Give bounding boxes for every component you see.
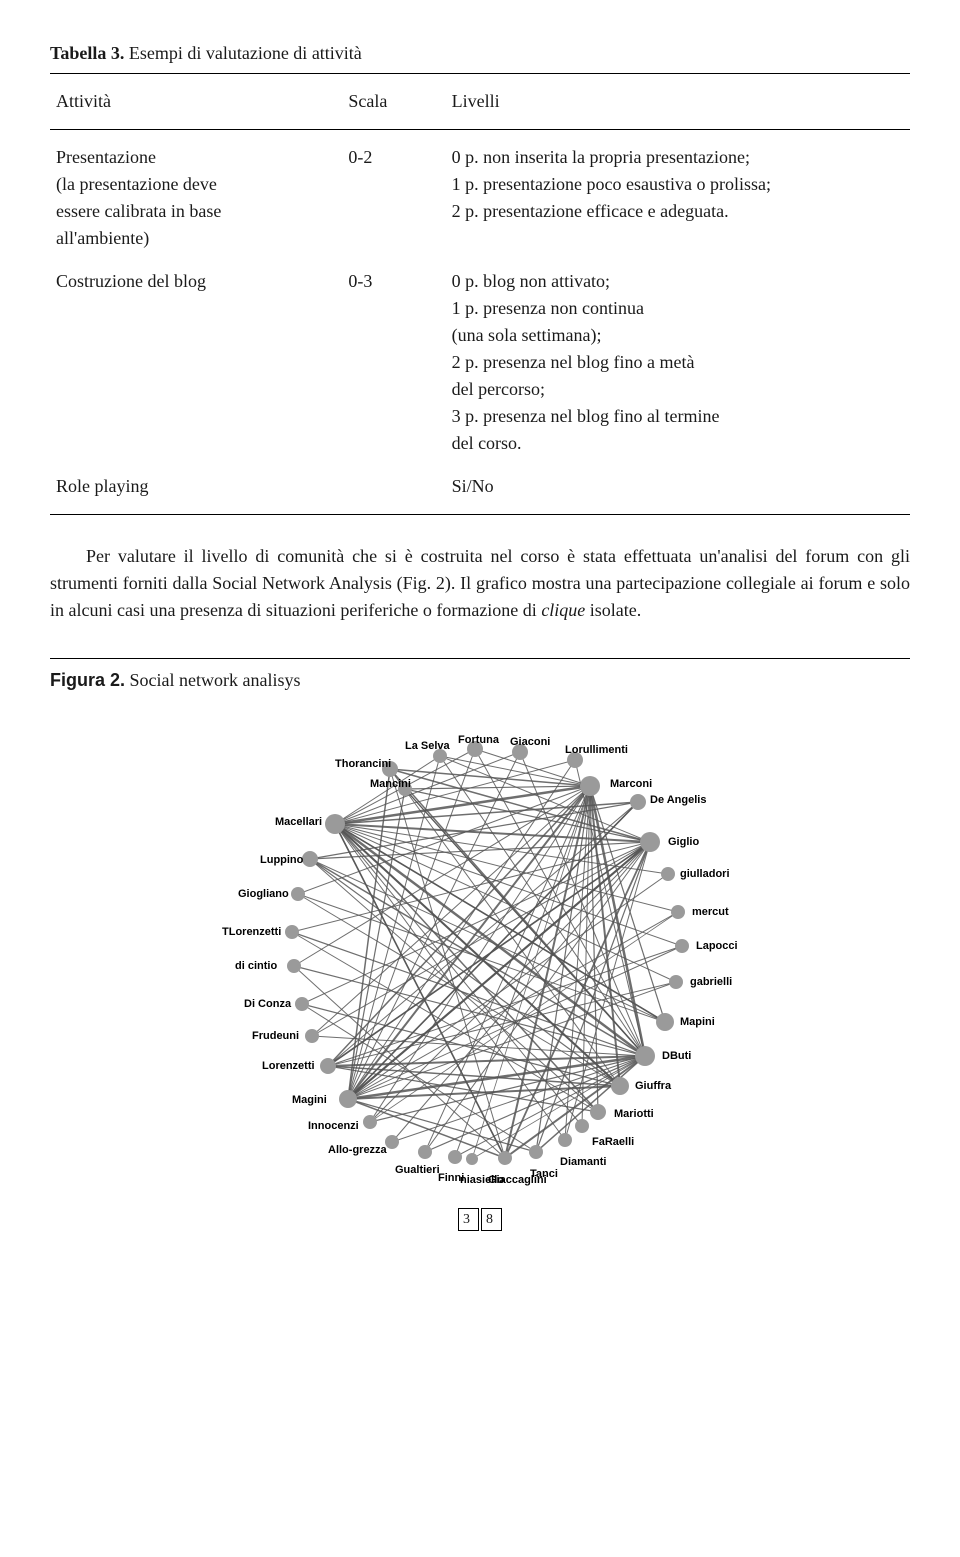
network-node [339, 1090, 357, 1108]
network-node-label: Lapocci [696, 938, 738, 955]
para-text-a: Per valutare il livello di comunità che … [50, 546, 910, 620]
table-desc: Esempi di valutazione di attività [129, 43, 362, 63]
network-node-label: mercut [692, 904, 729, 921]
rule [50, 514, 910, 515]
network-node-label: Mancini [370, 776, 411, 793]
network-node-label: Di Conza [244, 996, 291, 1013]
network-node [580, 776, 600, 796]
network-node-label: Giglio [668, 834, 699, 851]
cell-livelli: 0 p. non inserita la propria presentazio… [446, 136, 910, 260]
network-node-label: DButi [662, 1048, 691, 1065]
network-node-label: Mapini [680, 1014, 715, 1031]
network-node [575, 1119, 589, 1133]
network-node [661, 867, 675, 881]
network-node [611, 1077, 629, 1095]
cell-scala: 0-3 [342, 260, 445, 465]
page-digit: 8 [481, 1208, 502, 1231]
figure-wrap: Fortuna La Selva Giaconi Lorullimenti Thoran… [50, 714, 910, 1174]
network-node-label: Macellari [275, 814, 322, 831]
table-row: Costruzione del blog0-30 p. blog non att… [50, 260, 910, 465]
network-node-label: FaRaelli [592, 1134, 634, 1151]
network-node-label: Lorullimenti [565, 742, 628, 759]
network-node-label: Tanci [530, 1166, 558, 1183]
network-node [635, 1046, 655, 1066]
figure-caption: Figura 2. Social network analisys [50, 658, 910, 694]
network-node [590, 1104, 606, 1120]
figure-label: Figura 2. [50, 670, 125, 690]
network-node-label: Giuffra [635, 1078, 671, 1095]
evaluation-table-body: Presentazione (la presentazione deve ess… [50, 136, 910, 508]
th-scala: Scala [342, 80, 445, 123]
cell-scala: 0-2 [342, 136, 445, 260]
network-node-label: Innocenzi [308, 1118, 359, 1135]
network-node [498, 1151, 512, 1165]
cell-livelli: Si/No [446, 465, 910, 508]
network-node-label: Luppino [260, 852, 303, 869]
figure-desc: Social network analisys [130, 670, 301, 690]
th-livelli: Livelli [446, 80, 910, 123]
network-node [558, 1133, 572, 1147]
network-node-label: Thorancini [335, 756, 391, 773]
network-node [285, 925, 299, 939]
network-node-label: Lorenzetti [262, 1058, 315, 1075]
network-node-label: Marconi [610, 776, 652, 793]
network-node-label: Diamanti [560, 1154, 606, 1171]
network-node-label: Mariotti [614, 1106, 654, 1123]
network-node [671, 905, 685, 919]
network-node-label: gabrielli [690, 974, 732, 991]
network-node [291, 887, 305, 901]
cell-livelli: 0 p. blog non attivato; 1 p. presenza no… [446, 260, 910, 465]
network-node [669, 975, 683, 989]
network-node-label: Frudeuni [252, 1028, 299, 1045]
network-node-label: Giaconi [510, 734, 550, 751]
cell-attivita: Costruzione del blog [50, 260, 342, 465]
table-caption: Tabella 3. Esempi di valutazione di atti… [50, 40, 910, 67]
network-node [302, 851, 318, 867]
network-node [466, 1153, 478, 1165]
table-row: Role playing Si/No [50, 465, 910, 508]
page-digit: 3 [458, 1208, 479, 1231]
network-node [287, 959, 301, 973]
network-node-label: giulladori [680, 866, 730, 883]
rule [50, 129, 910, 130]
network-node [640, 832, 660, 852]
body-paragraph: Per valutare il livello di comunità che … [50, 543, 910, 624]
network-node [363, 1115, 377, 1129]
network-node-label: Magini [292, 1092, 327, 1109]
table-header-row: Attività Scala Livelli [50, 80, 910, 123]
network-diagram: Fortuna La Selva Giaconi Lorullimenti Thoran… [220, 714, 740, 1174]
network-node-label: Allo-grezza [328, 1142, 387, 1159]
table-label: Tabella 3. [50, 43, 124, 63]
para-italic: clique [541, 600, 585, 620]
network-node [385, 1135, 399, 1149]
network-node [630, 794, 646, 810]
network-node [325, 814, 345, 834]
para-text-b: isolate. [585, 600, 641, 620]
cell-attivita: Role playing [50, 465, 342, 508]
rule [50, 73, 910, 74]
network-node [418, 1145, 432, 1159]
network-node [295, 997, 309, 1011]
network-node [529, 1145, 543, 1159]
network-node [675, 939, 689, 953]
network-node-label: De Angelis [650, 792, 706, 809]
network-node-label: Gualtieri [395, 1162, 440, 1179]
network-node-label: di cintio [235, 958, 277, 975]
page-number: 38 [50, 1204, 910, 1231]
th-attivita: Attività [50, 80, 342, 123]
table-row: Presentazione (la presentazione deve ess… [50, 136, 910, 260]
network-node-label: Giogliano [238, 886, 289, 903]
network-node-label: TLorenzetti [222, 924, 281, 941]
network-node [320, 1058, 336, 1074]
network-node [448, 1150, 462, 1164]
evaluation-table: Attività Scala Livelli [50, 80, 910, 123]
network-node-label: La Selva [405, 738, 450, 755]
network-node-label: Fortuna [458, 732, 499, 749]
cell-attivita: Presentazione (la presentazione deve ess… [50, 136, 342, 260]
network-node [305, 1029, 319, 1043]
cell-scala [342, 465, 445, 508]
network-node [656, 1013, 674, 1031]
